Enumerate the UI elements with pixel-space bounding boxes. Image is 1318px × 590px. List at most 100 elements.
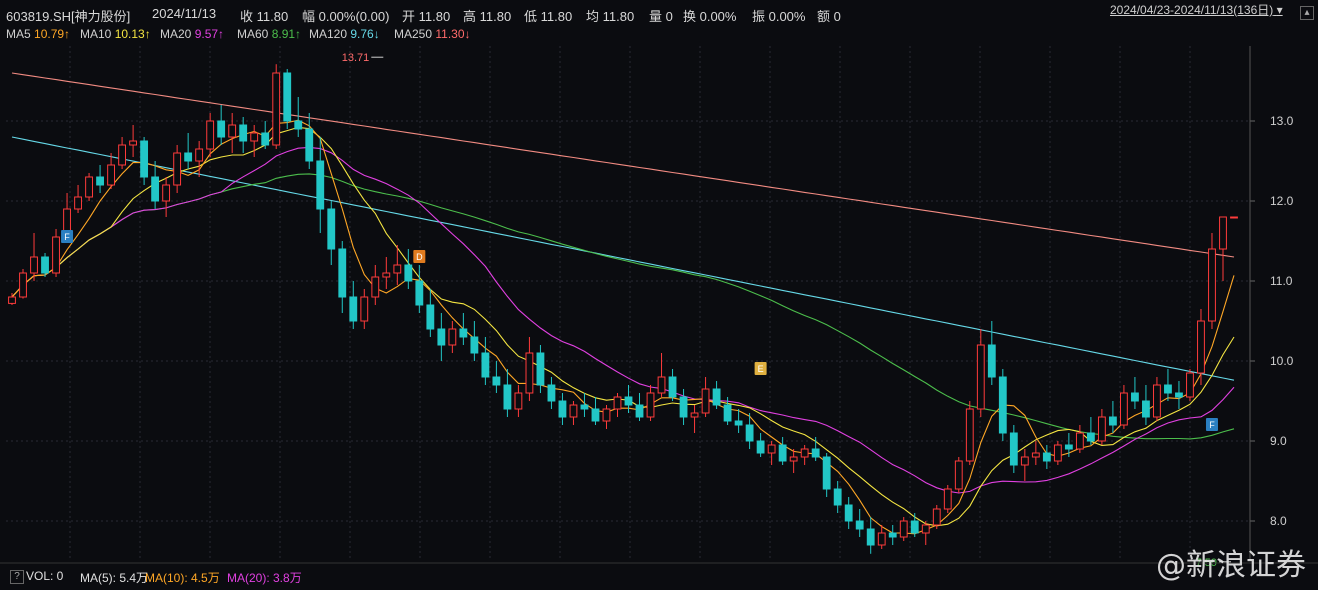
candle-body	[184, 152, 193, 162]
candle-body	[1119, 392, 1128, 426]
candle-body	[921, 524, 930, 534]
candle-body	[305, 128, 314, 162]
ma-legend-ma250: MA250 11.30↓	[394, 27, 471, 41]
candle-body	[503, 384, 512, 410]
candle-body	[1097, 416, 1106, 442]
candle-body	[382, 272, 391, 278]
candle-body	[965, 408, 974, 462]
swing: 振 0.00%	[752, 9, 806, 24]
candle-body	[404, 264, 413, 282]
candle-body	[580, 404, 589, 410]
candle-body	[129, 140, 138, 146]
y-tick-label: 9.0	[1270, 434, 1287, 448]
candle-body	[206, 120, 215, 150]
y-tick-label: 10.0	[1270, 354, 1294, 368]
candle-body	[162, 184, 171, 202]
help-icon[interactable]: ?	[10, 570, 24, 584]
candle-body	[8, 296, 16, 304]
candle-body	[569, 404, 578, 418]
candle-body	[701, 388, 710, 414]
signal-marker-d	[413, 250, 426, 263]
candle-body	[833, 488, 842, 506]
ma-value-ma250: 11.30↓	[435, 27, 471, 41]
candle-body	[1042, 452, 1051, 462]
candle-body	[316, 160, 325, 210]
candle-body	[712, 388, 721, 406]
candle-body	[987, 344, 996, 378]
ma10-line	[11, 126, 1235, 527]
candle-body	[514, 392, 523, 410]
candle-body	[690, 412, 699, 418]
vol-value: VOL: 0	[26, 569, 64, 583]
signal-marker-label: D	[416, 252, 423, 262]
candle-body	[1131, 392, 1139, 402]
vol-ma20: MA(20): 3.8万	[227, 571, 302, 585]
candle-body	[349, 296, 358, 322]
ma-value-ma60: 8.91↑	[271, 27, 302, 41]
candle-body	[624, 396, 633, 406]
candle-body	[679, 396, 688, 418]
candle-body	[261, 132, 270, 146]
candle-body	[338, 248, 347, 298]
y-tick-label: 8.0	[1270, 514, 1287, 528]
candle-body	[1142, 400, 1150, 418]
ma-value-ma20: 9.57↑	[194, 27, 225, 41]
candle-body	[327, 208, 336, 250]
quote-header: 603819.SH[神力股份] 2024/11/13 收 11.80 幅 0.0…	[0, 0, 1318, 26]
candle-body	[646, 392, 655, 418]
candle-body	[1108, 416, 1117, 426]
dropdown-icon: ▾	[1276, 3, 1283, 17]
candle-body	[85, 176, 93, 198]
candle-body	[778, 444, 787, 462]
volume-legend: ? VOL: 0 MA(5): 5.4万 MA(10): 4.5万 MA(20)…	[0, 566, 1318, 590]
candle-body	[294, 120, 303, 130]
vol-ma5: MA(5): 5.4万	[80, 571, 149, 585]
candle-body	[1230, 216, 1238, 219]
candle-body	[723, 404, 732, 422]
candle-body	[613, 396, 622, 410]
candle-body	[1197, 320, 1205, 374]
candle-body	[591, 408, 600, 422]
ma250-line	[11, 72, 1235, 258]
candle-body	[811, 448, 820, 458]
signal-marker-label: E	[758, 364, 764, 374]
candle-body	[393, 264, 402, 274]
candle-body	[1020, 456, 1029, 466]
candle-body	[1031, 452, 1040, 458]
ma5-line	[11, 119, 1235, 535]
candle-body	[800, 448, 809, 458]
ma20-line	[11, 146, 1235, 494]
open-price: 开 11.80	[402, 9, 451, 24]
ma-value-ma10: 10.13↑	[114, 27, 151, 41]
candle-body	[151, 176, 160, 202]
candle-body	[96, 176, 104, 186]
candle-body	[1086, 432, 1095, 442]
candle-body	[734, 420, 743, 426]
close-price: 收 11.80	[240, 9, 289, 24]
ma-legend-ma20: MA20 9.57↑	[160, 27, 225, 41]
signal-marker-f	[1205, 418, 1218, 431]
candle-body	[1009, 432, 1018, 466]
candle-body	[1164, 384, 1172, 394]
signal-marker-label: F	[64, 232, 70, 242]
candle-body	[195, 148, 204, 162]
y-tick-label: 12.0	[1270, 194, 1294, 208]
candle-body	[668, 376, 677, 398]
avg-price: 均 11.80	[586, 9, 635, 24]
change-percent: 幅 0.00%(0.00)	[302, 9, 390, 24]
candle-body	[855, 520, 864, 530]
candle-body	[1208, 248, 1216, 322]
candle-body	[118, 144, 127, 166]
candle-body	[415, 280, 424, 306]
candle-body	[657, 376, 666, 394]
candle-body	[459, 328, 468, 338]
candle-body	[866, 528, 875, 546]
candle-body	[283, 72, 292, 122]
candle-body	[558, 400, 567, 418]
date-range-selector[interactable]: 2024/04/23-2024/11/13(136日) ▾	[1110, 1, 1283, 18]
collapse-icon[interactable]: ▴	[1300, 6, 1314, 20]
volume: 量 0	[649, 9, 673, 24]
candle-body	[1075, 432, 1084, 450]
candle-body	[602, 408, 611, 422]
